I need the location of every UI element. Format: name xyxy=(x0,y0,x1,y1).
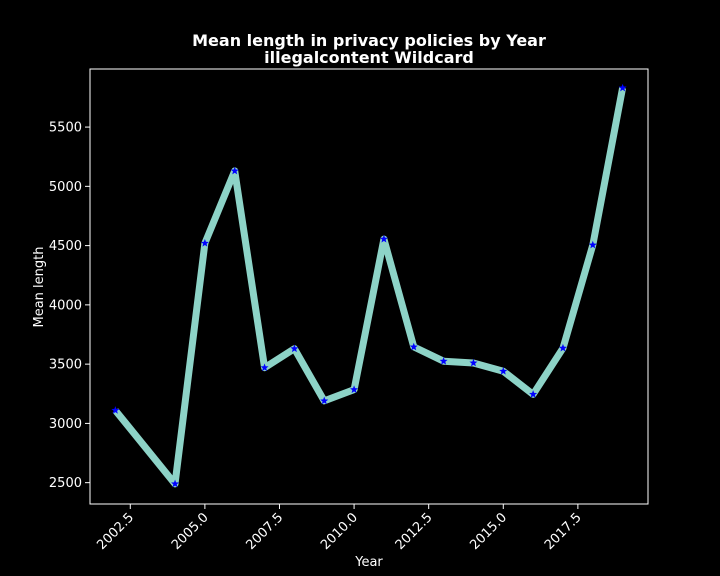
plot-area xyxy=(111,83,627,488)
data-point-star xyxy=(529,390,538,398)
x-tick-label: 2007.5 xyxy=(244,510,287,553)
y-tick-label: 3000 xyxy=(49,417,82,432)
data-point-star xyxy=(111,406,120,414)
data-point-star xyxy=(230,166,239,175)
data-point-star xyxy=(171,479,180,488)
data-point-star xyxy=(439,356,448,365)
x-tick-label: 2005.0 xyxy=(169,510,212,553)
data-point-star xyxy=(618,83,627,92)
data-point-star xyxy=(469,358,478,367)
x-tick-label: 2010.0 xyxy=(318,510,361,553)
series-line xyxy=(112,87,627,488)
data-point-star xyxy=(409,342,418,351)
data-point-star xyxy=(200,239,209,247)
data-point-star xyxy=(558,343,567,352)
data-point-star xyxy=(320,396,329,405)
data-point-star xyxy=(350,385,359,394)
x-tick-label: 2017.5 xyxy=(542,510,585,553)
chart-subtitle: illegalcontent Wildcard xyxy=(264,48,474,67)
data-point-star xyxy=(499,367,508,375)
y-tick-label: 2500 xyxy=(49,476,82,491)
x-axis-label: Year xyxy=(354,555,383,570)
y-axis-label: Mean length xyxy=(32,247,47,328)
data-point-star xyxy=(379,234,388,243)
x-tick-label: 2002.5 xyxy=(94,510,137,553)
y-tick-label: 3500 xyxy=(49,358,82,373)
y-tick-label: 5000 xyxy=(49,180,82,195)
y-tick-label: 5500 xyxy=(49,121,82,136)
data-point-star xyxy=(290,344,299,353)
x-tick-label: 2015.0 xyxy=(467,510,510,553)
chart-title: Mean length in privacy policies by Year xyxy=(192,31,546,50)
data-point-star xyxy=(588,240,597,249)
axes-frame xyxy=(89,68,649,505)
y-tick-label: 4500 xyxy=(49,239,82,254)
x-axis: 2002.5 2005.0 2007.5 2010.0 2012.5 2015.0 2017… xyxy=(94,504,585,553)
data-point-star xyxy=(260,363,269,372)
y-axis: 2500 3000 3500 4000 4500 5000 5500 xyxy=(49,121,90,491)
x-tick-label: 2012.5 xyxy=(393,510,436,553)
y-tick-label: 4000 xyxy=(49,298,82,313)
